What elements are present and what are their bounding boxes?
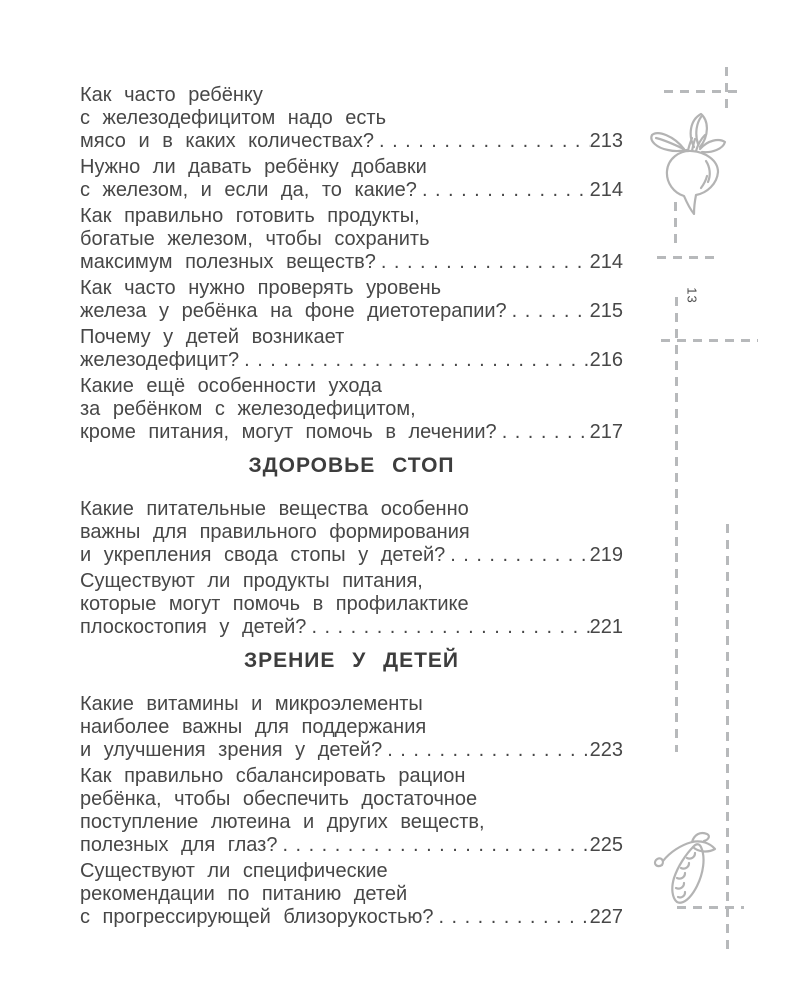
toc-entry: Как часто ребёнку с железодефицитом надо… (80, 84, 623, 153)
toc-entry-text: мясо и в каких количествах? (80, 130, 375, 152)
toc-entry-text: полезных для глаз? (80, 834, 278, 856)
toc-entry-line: Существуют ли продукты питания, (80, 570, 423, 592)
toc-entry-line: Существуют ли специфические (80, 860, 388, 882)
section-heading: ЗРЕНИЕ У ДЕТЕЙ (243, 649, 460, 672)
toc-entry: Как правильно готовить продукты, богатые… (80, 205, 623, 274)
dashed-rule (675, 297, 678, 752)
toc-entry-text: с железом, и если да, то какие? (80, 179, 417, 201)
pea-pod-sketch-icon (650, 808, 728, 908)
toc-entry-line: которые могут помочь в профилактике (80, 593, 469, 615)
dot-leader: ........................................… (450, 544, 589, 566)
toc-entry-line: важны для правильного формирования (80, 521, 470, 543)
toc-entry-line: наиболее важны для поддержания (80, 716, 427, 738)
toc-entry-text: железодефицит? (80, 349, 240, 371)
toc-entry-lastline: кроме питания, могут помочь в лечении? .… (80, 421, 623, 444)
toc-entry-line: ребёнка, чтобы обеспечить достаточное (80, 788, 478, 810)
toc-entry-text: и укрепления свода стопы у детей? (80, 544, 446, 566)
toc-content: Как часто ребёнку с железодефицитом надо… (80, 84, 623, 932)
dashed-rule (661, 339, 758, 342)
toc-entry-line: богатые железом, чтобы сохранить (80, 228, 430, 250)
page-ref: 227 (589, 906, 623, 928)
toc-entry: Существуют ли специфические рекомендации… (80, 860, 623, 929)
toc-entry-text: максимум полезных веществ? (80, 251, 376, 273)
toc-entry: Почему у детей возникает железодефицит? … (80, 326, 623, 372)
toc-entry-lastline: и улучшения зрения у детей? ............… (80, 739, 623, 762)
dot-leader: ........................................… (311, 616, 589, 638)
dot-leader: ........................................… (244, 349, 589, 371)
toc-entry-lastline: железодефицит? .........................… (80, 349, 623, 372)
toc-entry-lastline: с железом, и если да, то какие? ........… (80, 179, 623, 202)
page-ref: 214 (589, 251, 623, 273)
dashed-rule (664, 90, 740, 93)
toc-entry-text: плоскостопия у детей? (80, 616, 307, 638)
toc-entry-line: Какие питательные вещества особенно (80, 498, 469, 520)
toc-entry-line: с железодефицитом надо есть (80, 107, 387, 129)
page-ref: 215 (589, 300, 623, 322)
page-ref: 225 (589, 834, 623, 856)
toc-entry-text: железа у ребёнка на фоне диетотерапии? (80, 300, 507, 322)
dot-leader: ........................................… (380, 251, 590, 273)
dot-leader: ........................................… (379, 130, 590, 152)
toc-entry: Какие ещё особенности ухода за ребёнком … (80, 375, 623, 444)
toc-entry-lastline: и укрепления свода стопы у детей? ......… (80, 544, 623, 567)
dashed-rule (677, 906, 744, 909)
toc-entry-lastline: железа у ребёнка на фоне диетотерапии? .… (80, 300, 623, 323)
toc-entry-text: и улучшения зрения у детей? (80, 739, 383, 761)
beet-sketch-icon (648, 111, 736, 215)
toc-entry-line: Как часто ребёнку (80, 84, 263, 106)
toc-entry-lastline: полезных для глаз? .....................… (80, 834, 623, 857)
toc-entry: Нужно ли давать ребёнку добавки с железо… (80, 156, 623, 202)
toc-entry-line: за ребёнком с железодефицитом, (80, 398, 416, 420)
page-ref: 213 (589, 130, 623, 152)
toc-entry-line: поступление лютеина и других веществ, (80, 811, 485, 833)
toc-entry-text: кроме питания, могут помочь в лечении? (80, 421, 497, 443)
page-ref: 216 (589, 349, 623, 371)
toc-entry: Существуют ли продукты питания, которые … (80, 570, 623, 639)
dot-leader: ........................................… (438, 906, 590, 928)
toc-entry-line: рекомендации по питанию детей (80, 883, 408, 905)
folio-number: 13 (684, 287, 700, 304)
dashed-rule (725, 67, 728, 113)
toc-entry-lastline: с прогрессирующей близорукостью? .......… (80, 906, 623, 929)
dashed-rule (657, 256, 717, 259)
toc-entry-line: Как часто нужно проверять уровень (80, 277, 442, 299)
dot-leader: ........................................… (387, 739, 589, 761)
dot-leader: ........................................… (501, 421, 590, 443)
page-ref: 221 (589, 616, 623, 638)
toc-entry: Какие витамины и микроэлементы наиболее … (80, 693, 623, 762)
dot-leader: ........................................… (421, 179, 590, 201)
toc-entry-line: Какие витамины и микроэлементы (80, 693, 423, 715)
dot-leader: ........................................… (511, 300, 590, 322)
dashed-rule (726, 524, 729, 952)
page-ref: 217 (589, 421, 623, 443)
toc-entry: Как часто нужно проверять уровень железа… (80, 277, 623, 323)
toc-entry-line: Нужно ли давать ребёнку добавки (80, 156, 427, 178)
dashed-rule (674, 202, 677, 244)
toc-entry: Какие питательные вещества особенно важн… (80, 498, 623, 567)
toc-entry-lastline: максимум полезных веществ? .............… (80, 251, 623, 274)
toc-entry-line: Как правильно готовить продукты, (80, 205, 420, 227)
page-ref: 223 (589, 739, 623, 761)
dot-leader: ........................................… (282, 834, 589, 856)
toc-entry-line: Почему у детей возникает (80, 326, 345, 348)
page-ref: 214 (589, 179, 623, 201)
toc-entry: Как правильно сбалансировать рацион ребё… (80, 765, 623, 857)
page-ref: 219 (589, 544, 623, 566)
toc-entry-lastline: мясо и в каких количествах? ............… (80, 130, 623, 153)
toc-entry-line: Какие ещё особенности ухода (80, 375, 382, 397)
toc-entry-lastline: плоскостопия у детей? ..................… (80, 616, 623, 639)
section-heading: ЗДОРОВЬЕ СТОП (248, 454, 455, 477)
toc-entry-line: Как правильно сбалансировать рацион (80, 765, 466, 787)
toc-entry-text: с прогрессирующей близорукостью? (80, 906, 434, 928)
